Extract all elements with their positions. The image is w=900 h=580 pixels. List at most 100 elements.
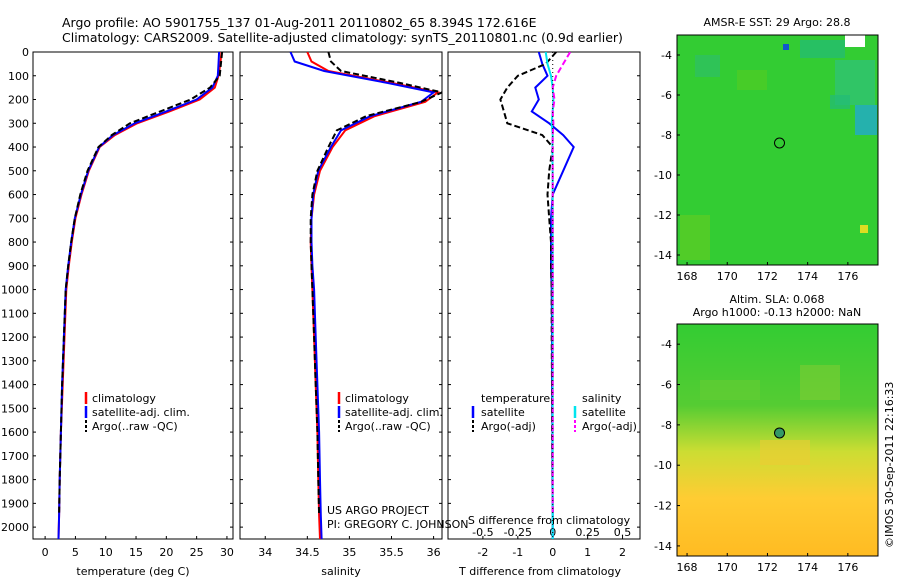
depth-tick-label: 1000 [1,284,29,297]
argo-line [309,52,442,516]
salinity-axis: 34 34.5 35 35.5 36 [258,536,441,559]
depth-tick-label: 1600 [1,426,29,439]
map-y-tick-label: -10 [654,459,672,472]
depth-tick-label: 700 [8,212,29,225]
sla-argo-marker [774,427,786,439]
difference-panel-frame [447,51,641,540]
difference-series [499,52,575,539]
sst-patch [830,95,850,109]
pi-label: PI: GREGORY C. JOHNSON [327,518,468,531]
x-tick-label: 2 [619,546,626,559]
sla-map-frame [676,323,879,557]
temperature-axis: 0 5 10 15 20 25 30 [42,536,234,559]
depth-tick-label: 1200 [1,331,29,344]
sst-patch [860,225,868,233]
legend-climatology-label: climatology [345,392,409,405]
sla-patch [700,380,760,400]
x-tick-label: 1 [584,546,591,559]
header-line2: Climatology: CARS2009. Satellite-adjuste… [62,30,623,45]
legend-climatology-label: climatology [92,392,156,405]
map-x-tick-label: 172 [757,561,778,574]
sst-patch [783,44,789,50]
depth-tick-label: 200 [8,94,29,107]
s-tick-label: 0.25 [575,526,600,539]
header-line1: Argo profile: AO 5901755_137 01-Aug-2011… [62,15,537,30]
depth-tick-label: 1800 [1,474,29,487]
sla-patch [760,440,810,465]
salinity-xlabel: salinity [321,565,361,578]
argo-line [58,52,224,516]
depth-tick-label: 300 [8,117,29,130]
depth-tick-label: 1500 [1,402,29,415]
x-tick-label: 34.5 [295,546,320,559]
depth-tick-label: 1400 [1,379,29,392]
sst-patch [800,40,845,58]
sla-map-subtitle: Argo h1000: -0.13 h2000: NaN [693,306,862,319]
sla-map-title: Altim. SLA: 0.068 [729,293,824,306]
legend-t-satellite-label: satellite [481,406,525,419]
s-tick-label: -0.5 [472,526,493,539]
depth-tick-label: 800 [8,236,29,249]
map-x-tick-label: 168 [677,561,698,574]
sst-map [676,34,879,266]
salinity-panel-frame [239,51,443,540]
legend-s-argo-label: Argo(-adj) [582,420,637,433]
s-tick-label: 0.5 [614,526,632,539]
project-label: US ARGO PROJECT [327,504,429,517]
sst-missing-patch [845,35,865,47]
salinity-legend: climatology satellite-adj. clim. Argo(..… [337,392,443,433]
x-tick-label: 25 [190,546,204,559]
sla-map-axes: 168 170 172 174 176 -4 -6 -8 -10 -12 -14 [654,338,858,574]
sst-patch [680,215,710,260]
difference-legend: temperature satellite Argo(-adj) salinit… [471,392,637,433]
sst-map-axes: 168 170 172 174 176 -4 -6 -8 -10 -12 -14 [654,49,858,283]
map-x-tick-label: 176 [837,270,858,283]
x-tick-label: 10 [99,546,113,559]
x-tick-label: 15 [129,546,143,559]
x-tick-label: 0 [549,546,556,559]
x-tick-label: -1 [512,546,523,559]
depth-tick-label: 2000 [1,521,29,534]
map-y-tick-label: -8 [661,419,672,432]
sst-patch [855,105,877,135]
x-tick-label: 35.5 [379,546,404,559]
map-x-tick-label: 172 [757,270,778,283]
depth-axis: 0 100 200 300 400 500 600 700 800 900 1000 1100 1200… [1,46,640,534]
depth-tick-label: 400 [8,141,29,154]
temperature-xlabel: temperature (deg C) [76,565,189,578]
map-y-tick-label: -10 [654,169,672,182]
legend-argo-label: Argo(..raw -QC) [345,420,431,433]
legend-argo-label: Argo(..raw -QC) [92,420,178,433]
imos-credit: ©IMOS 30-Sep-2011 22:16:33 [883,382,896,548]
x-tick-label: 20 [159,546,173,559]
map-y-tick-label: -4 [661,49,672,62]
x-tick-label: 34 [258,546,272,559]
temperature-panel-frame [32,51,234,540]
s-difference-label: S difference from climatology [468,514,631,527]
map-x-tick-label: 170 [717,270,738,283]
legend-satellite-label: satellite-adj. clim. [345,406,443,419]
sst-argo-marker [774,137,786,149]
map-y-tick-label: -12 [654,209,672,222]
sst-map-title: AMSR-E SST: 29 Argo: 28.8 [703,16,850,29]
x-tick-label: -2 [477,546,488,559]
map-x-tick-label: 176 [837,561,858,574]
map-x-tick-label: 174 [797,270,818,283]
map-y-tick-label: -4 [661,338,672,351]
s-argo-line [551,52,572,516]
legend-salinity-heading: salinity [582,392,622,405]
s-tick-label: -0.25 [504,526,532,539]
depth-tick-label: 1100 [1,307,29,320]
sst-patch [737,70,767,90]
satellite-line [57,52,221,539]
x-tick-label: 35 [342,546,356,559]
temperature-legend: climatology satellite-adj. clim. Argo(..… [84,392,190,433]
depth-tick-label: 0 [22,46,29,59]
legend-s-satellite-label: satellite [582,406,626,419]
legend-t-argo-label: Argo(-adj) [481,420,536,433]
map-y-tick-label: -6 [661,89,672,102]
depth-tick-label: 600 [8,189,29,202]
sst-patch [695,55,720,77]
